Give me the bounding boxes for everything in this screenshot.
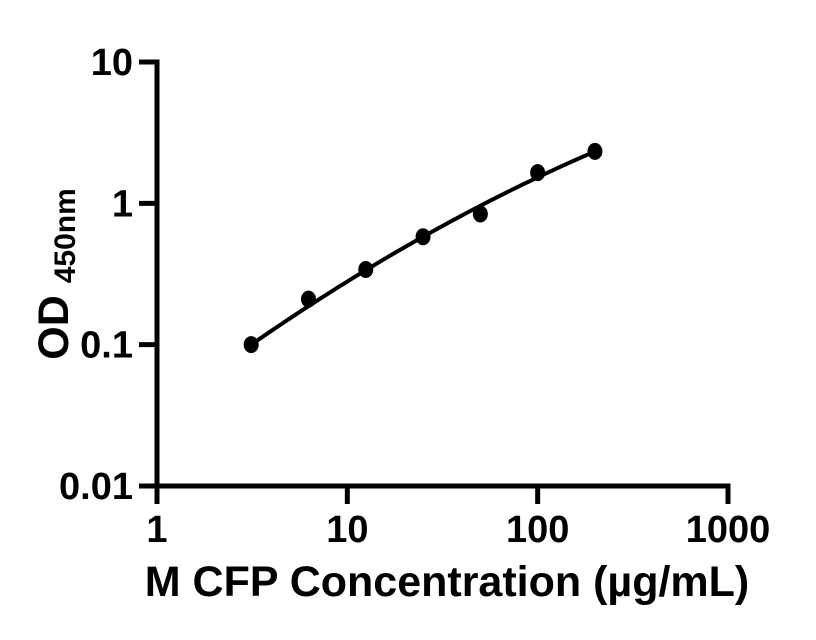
- data-point: [300, 290, 316, 308]
- y-tick-label: 0.1: [80, 325, 133, 367]
- y-axis-title-subscript: 450nm: [49, 188, 82, 283]
- data-layer: [243, 142, 603, 354]
- data-point: [415, 228, 431, 246]
- y-tick-label: 0.01: [59, 466, 133, 508]
- y-tick-label: 1: [112, 183, 133, 225]
- data-point: [243, 336, 259, 354]
- data-point: [530, 164, 546, 182]
- y-axis-title: OD 450nm: [30, 188, 82, 360]
- x-tick-label: 1000: [686, 509, 771, 551]
- x-tick-label: 100: [506, 509, 569, 551]
- x-tick-label: 10: [326, 509, 368, 551]
- x-axis-title: M CFP Concentration (µg/mL): [145, 558, 749, 606]
- fit-curve: [249, 149, 597, 347]
- axes-layer: 10 1 0.1 0.01 1 10 100 1000: [59, 42, 770, 551]
- data-point: [587, 142, 603, 160]
- x-tick-label: 1: [146, 509, 167, 551]
- data-point: [472, 205, 488, 223]
- data-point: [358, 261, 374, 279]
- axis-spines: [154, 59, 731, 489]
- y-axis-title-main: OD: [30, 295, 78, 360]
- y-tick-label: 10: [91, 42, 133, 84]
